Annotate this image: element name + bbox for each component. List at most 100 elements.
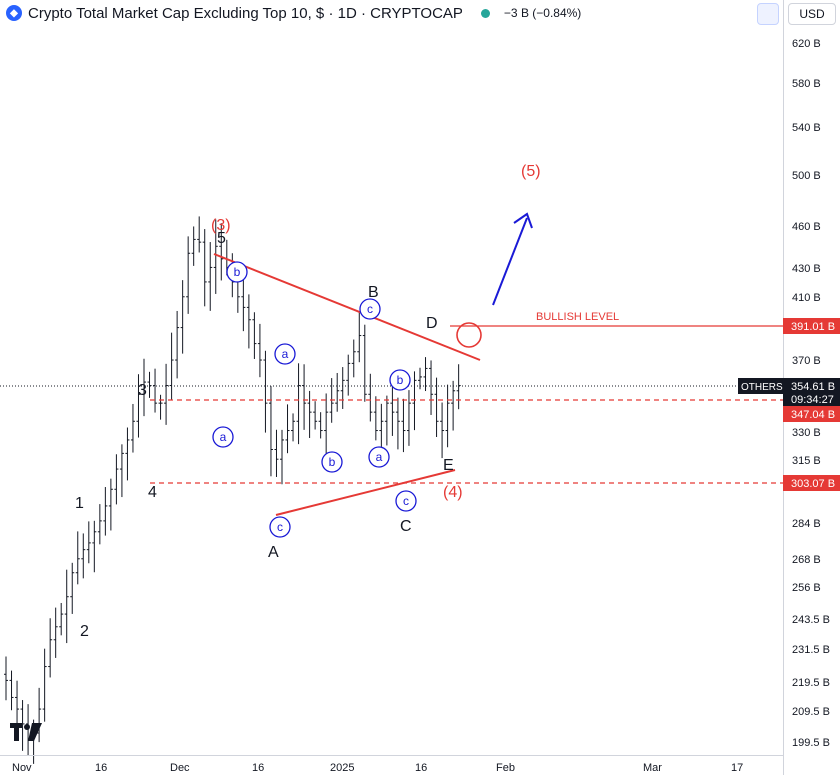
ohlc-bar — [445, 384, 450, 448]
ohlc-bar — [395, 397, 400, 450]
sub-wave-letter: b — [234, 265, 241, 279]
ohlc-bar — [153, 368, 158, 413]
y-tick: 460 B — [792, 221, 821, 233]
support-347-tag — [783, 406, 840, 422]
ohlc-bar — [103, 487, 108, 536]
ohlc-bar — [202, 229, 207, 307]
ohlc-bar — [97, 504, 102, 545]
bullish-price-tag-text: 391.01 B — [791, 321, 835, 333]
tradingview-logo-icon[interactable] — [10, 723, 42, 741]
ohlc-bar — [263, 350, 268, 433]
triangle-label-a: A — [268, 544, 279, 561]
ohlc-bar — [75, 531, 80, 585]
ohlc-bar — [219, 223, 224, 281]
x-tick: Nov — [12, 762, 32, 774]
snapshot-button[interactable] — [757, 3, 779, 25]
sub-wave-circle: b — [226, 261, 248, 283]
ohlc-bar — [246, 294, 251, 349]
cryptocap-logo-icon: ◆ — [6, 5, 22, 21]
ohlc-bar — [429, 360, 434, 415]
x-tick: 2025 — [330, 762, 354, 774]
x-axis-ticks: Nov 16 Dec 16 2025 16 Feb Mar 17 — [12, 762, 743, 774]
ohlc-bar — [9, 670, 14, 711]
sub-wave-circle: b — [389, 369, 411, 391]
y-tick: 209.5 B — [792, 706, 830, 718]
ohlc-bar — [180, 280, 185, 354]
ohlc-bars — [4, 216, 461, 764]
symbol-tag — [738, 378, 783, 394]
ohlc-bar — [70, 562, 75, 614]
ohlc-bar — [191, 226, 196, 266]
wave-label-5: 5 — [217, 230, 226, 247]
ohlc-bar — [384, 395, 389, 446]
last-price-tag-text: 354.61 B — [791, 381, 835, 393]
wave-label-5-major: (5) — [521, 163, 541, 180]
wave-label-3-major: (3) — [211, 217, 231, 234]
y-tick: 284 B — [792, 518, 821, 530]
ohlc-bar — [368, 373, 373, 422]
ohlc-bar — [291, 413, 296, 442]
ohlc-bar — [434, 377, 439, 438]
ohlc-bar — [268, 386, 273, 477]
support-303-tag-text: 303.07 B — [791, 478, 835, 490]
ohlc-bar — [307, 390, 312, 438]
bullish-level-label: BULLISH LEVEL — [536, 311, 619, 323]
ohlc-bar — [125, 427, 130, 481]
sub-wave-circle: a — [212, 426, 234, 448]
y-axis-ticks: 620 B 580 B 540 B 500 B 460 B 430 B 410 … — [792, 38, 830, 749]
x-tick: 16 — [252, 762, 264, 774]
ohlc-bar — [302, 364, 307, 430]
currency-select[interactable]: USD — [788, 3, 836, 25]
y-tick: 540 B — [792, 122, 821, 134]
wave-label-3: 3 — [138, 382, 147, 399]
market-status-icon — [480, 8, 490, 18]
arrow-head-icon — [513, 212, 533, 229]
countdown-text: 09:34:27 — [791, 394, 834, 406]
y-tick: 268 B — [792, 554, 821, 566]
ohlc-bar — [114, 454, 119, 505]
sub-wave-letter: c — [367, 302, 373, 316]
ohlc-bar — [86, 521, 91, 564]
ohlc-bar — [136, 374, 141, 438]
ohlc-bar — [197, 216, 202, 253]
wave-5-arrow — [492, 217, 528, 306]
ohlc-bar — [213, 219, 218, 294]
x-tick: Mar — [643, 762, 662, 774]
sub-wave-circles: a b c a b c a b c — [212, 261, 417, 538]
ohlc-bar — [64, 569, 69, 644]
last-price-tag — [783, 378, 840, 406]
ohlc-bar — [147, 371, 152, 398]
ohlc-bar — [158, 394, 163, 420]
ohlc-bar — [81, 533, 86, 579]
x-tick: 16 — [415, 762, 427, 774]
y-tick: 410 B — [792, 292, 821, 304]
sub-wave-circle: a — [368, 446, 390, 468]
ohlc-bar — [313, 401, 318, 430]
ohlc-bar — [362, 324, 367, 402]
x-tick: Feb — [496, 762, 515, 774]
y-tick: 219.5 B — [792, 677, 830, 689]
ohlc-bar — [340, 367, 345, 409]
chart-header: ◆ Crypto Total Market Cap Excluding Top … — [0, 0, 581, 26]
ohlc-bar — [335, 372, 340, 412]
ohlc-bar — [274, 429, 279, 477]
sub-wave-letter: c — [403, 494, 409, 508]
y-tick: 256 B — [792, 582, 821, 594]
ohlc-bar — [208, 242, 213, 311]
chart-title[interactable]: Crypto Total Market Cap Excluding Top 10… — [28, 4, 463, 22]
ohlc-bar — [285, 404, 290, 454]
triangle-upper-line — [213, 253, 481, 361]
sub-wave-circle: c — [395, 490, 417, 512]
support-347-tag-text: 347.04 B — [791, 409, 835, 421]
sub-wave-circle: c — [359, 298, 381, 320]
ohlc-bar — [390, 386, 395, 436]
ohlc-bar — [456, 364, 461, 410]
y-tick: 199.5 B — [792, 737, 830, 749]
ohlc-bar — [20, 700, 25, 751]
y-tick: 430 B — [792, 263, 821, 275]
ohlc-bar — [130, 403, 135, 453]
x-tick: Dec — [170, 762, 190, 774]
triangle-lower-line — [275, 469, 456, 516]
ohlc-bar — [92, 520, 97, 573]
